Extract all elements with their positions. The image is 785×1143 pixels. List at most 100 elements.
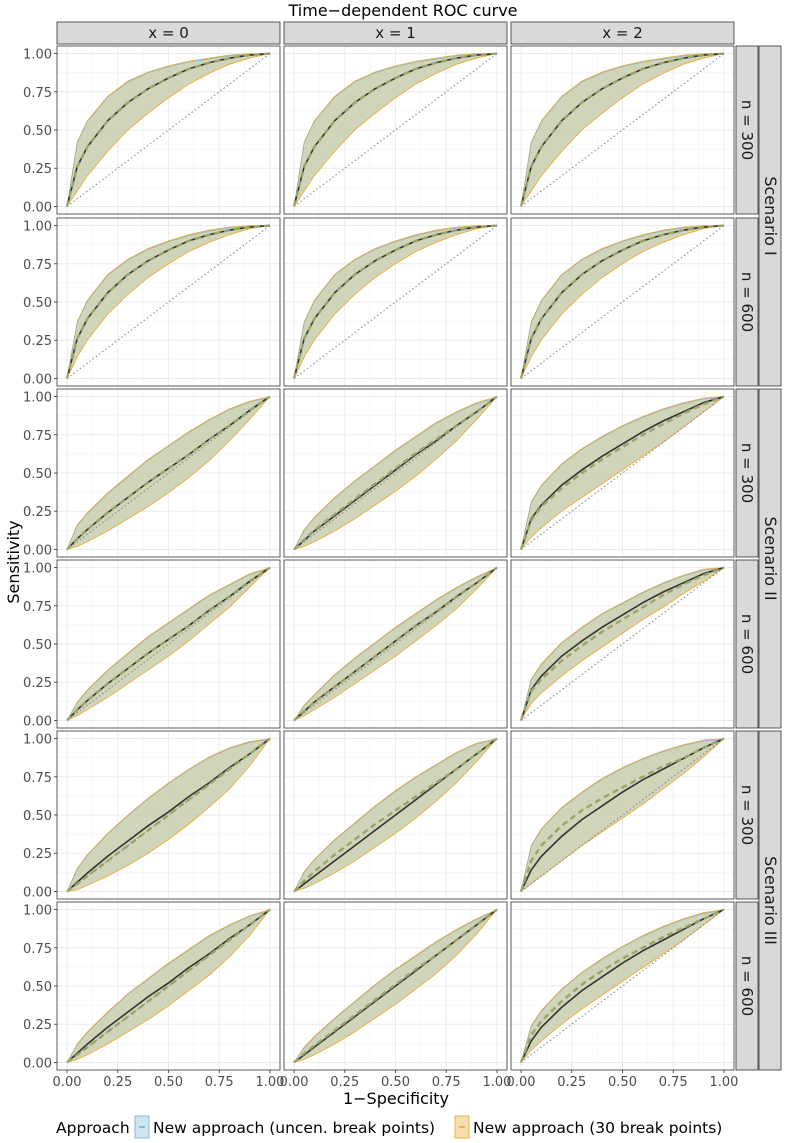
panel-grid: [284, 902, 507, 1070]
band-lower-edge: [520, 225, 725, 379]
y-tick-label: 1.00: [23, 48, 52, 63]
true-roc-line: [66, 566, 271, 721]
row-strip-label: n = 600: [738, 956, 756, 1016]
row-strip-label: n = 300: [738, 443, 756, 503]
estimated-roc-line: [519, 566, 725, 721]
x-tick-label: 1.00: [255, 1075, 284, 1090]
row-strip-bg: [735, 559, 759, 729]
band-upper-edge-blue: [293, 54, 497, 207]
row-strip-label: n = 300: [738, 785, 756, 845]
band-upper-edge-blue: [520, 739, 724, 892]
y-tick-label: 0.50: [23, 124, 52, 139]
panels-layer: [56, 45, 735, 1071]
confidence-band: [294, 567, 497, 721]
true-roc-line: [520, 566, 725, 721]
confidence-band: [294, 53, 497, 207]
row-strip-bg: [735, 388, 759, 558]
confidence-band: [521, 53, 724, 207]
x-tick-label: 0.50: [381, 1075, 410, 1090]
x-tick-label: 0.00: [280, 1075, 309, 1090]
estimated-roc-line: [293, 395, 498, 551]
band-upper-edge-blue: [293, 910, 498, 1063]
y-tick-label: 0.25: [23, 505, 52, 520]
panel-border: [510, 217, 735, 387]
x-tick-label: 0.25: [557, 1075, 586, 1090]
scenario-strip-label: Scenario II: [761, 516, 780, 600]
y-tick-label: 1.00: [23, 220, 52, 235]
band-upper-edge-blue: [520, 397, 724, 550]
panel-border: [510, 730, 735, 900]
confidence-band: [521, 225, 724, 379]
panel-border: [510, 559, 735, 729]
row-strip-bg: [735, 901, 759, 1071]
x-tick-label: 0.25: [103, 1075, 132, 1090]
band-upper-edge-blue: [293, 568, 498, 721]
band-upper-edge-blue: [66, 910, 271, 1063]
band-lower-edge: [66, 738, 271, 892]
band-upper-edge-blue: [293, 226, 497, 379]
x-tick-label: 0.75: [432, 1075, 461, 1090]
y-tick-label: 0.00: [23, 372, 52, 387]
confidence-band: [294, 396, 497, 550]
confidence-band: [294, 225, 497, 379]
band-upper-edge-blue: [66, 568, 271, 721]
panel-border: [510, 45, 735, 215]
scenario-strip-label: Scenario III: [761, 856, 780, 945]
x-tick-label: 0.25: [330, 1075, 359, 1090]
panel-r5-c2: [510, 901, 735, 1071]
true-roc-line: [66, 908, 271, 1064]
y-tick-label: 0.25: [23, 1018, 52, 1033]
panel-grid: [57, 902, 280, 1070]
strips-layer: x = 0 x = 1 x = 2 n = 300 n = 600 n = 300 n = …: [56, 21, 782, 1071]
y-tick-label: 1.00: [23, 562, 52, 577]
y-tick-label: 0.75: [23, 258, 52, 273]
panel-r3-c2: [510, 559, 735, 729]
band-upper-edge: [293, 567, 498, 721]
confidence-band: [521, 567, 724, 721]
y-tick-label: 0.25: [23, 847, 52, 862]
column-strip-bg: [283, 21, 508, 45]
true-roc-line: [293, 52, 498, 207]
band-upper-edge-blue: [66, 226, 270, 379]
y-tick-label: 0.25: [23, 676, 52, 691]
y-tick-label: 1.00: [23, 733, 52, 748]
true-roc-line: [520, 224, 725, 379]
band-upper-edge: [520, 909, 725, 1063]
y-tick-label: 0.50: [23, 467, 52, 482]
band-lower-edge: [520, 909, 725, 1063]
panel-r2-c1: [283, 388, 508, 558]
band-upper-edge: [520, 567, 724, 721]
column-strip-label: x = 2: [602, 24, 643, 42]
true-roc-line: [520, 52, 725, 207]
y-tick-label: 0.75: [23, 600, 52, 615]
band-lower-edge: [520, 53, 725, 207]
panel-border: [283, 730, 508, 900]
y-tick-label: 0.75: [23, 429, 52, 444]
band-upper-edge-blue: [520, 226, 724, 379]
band-upper-edge: [520, 225, 724, 379]
x-tick-label: 1.00: [709, 1075, 738, 1090]
band-upper-edge-blue: [66, 397, 271, 550]
scenario-strip-bg: [758, 730, 782, 1071]
true-roc-line: [293, 737, 498, 893]
row-strip-bg: [735, 730, 759, 900]
panel-r0-c2: [510, 45, 735, 215]
x-tick-label: 0.00: [507, 1075, 536, 1090]
scenario-strip-label: Scenario I: [761, 176, 780, 255]
row-strip-label: n = 300: [738, 100, 756, 160]
y-tick-label: 0.25: [23, 162, 52, 177]
panel-r5-c0: [56, 901, 281, 1071]
band-upper-edge-blue: [293, 397, 498, 550]
band-upper-edge: [293, 225, 497, 379]
confidence-band: [67, 225, 270, 379]
panel-r0-c1: [283, 45, 508, 215]
band-upper-edge: [66, 909, 271, 1063]
band-upper-edge: [66, 396, 271, 550]
y-tick-label: 0.50: [23, 638, 52, 653]
band-upper-edge-blue: [66, 739, 271, 892]
y-tick-label: 1.00: [23, 391, 52, 406]
x-tick-label: 0.75: [205, 1075, 234, 1090]
band-upper-edge: [293, 909, 498, 1063]
y-tick-label: 0.75: [23, 771, 52, 786]
y-tick-label: 0.00: [23, 200, 52, 215]
